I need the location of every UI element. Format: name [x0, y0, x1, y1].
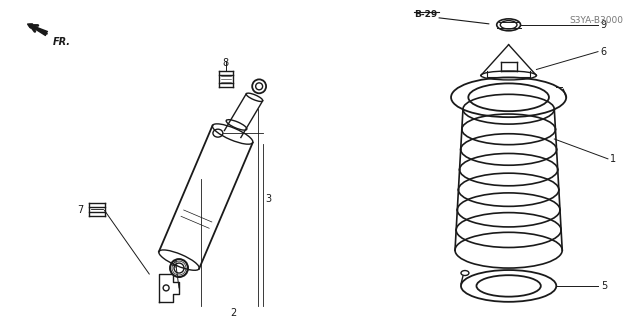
Text: 8: 8 [223, 58, 228, 68]
Text: 5: 5 [601, 281, 607, 291]
Text: 6: 6 [600, 47, 606, 57]
Text: B-29: B-29 [414, 10, 438, 20]
Text: 3: 3 [266, 194, 271, 204]
Text: FR.: FR. [53, 37, 71, 47]
Text: 2: 2 [230, 308, 237, 318]
Text: 1: 1 [610, 154, 616, 164]
Text: 4: 4 [172, 260, 178, 270]
Text: 7: 7 [77, 205, 84, 215]
Text: 9: 9 [600, 20, 606, 30]
Text: S3YA-B3000: S3YA-B3000 [570, 16, 623, 25]
